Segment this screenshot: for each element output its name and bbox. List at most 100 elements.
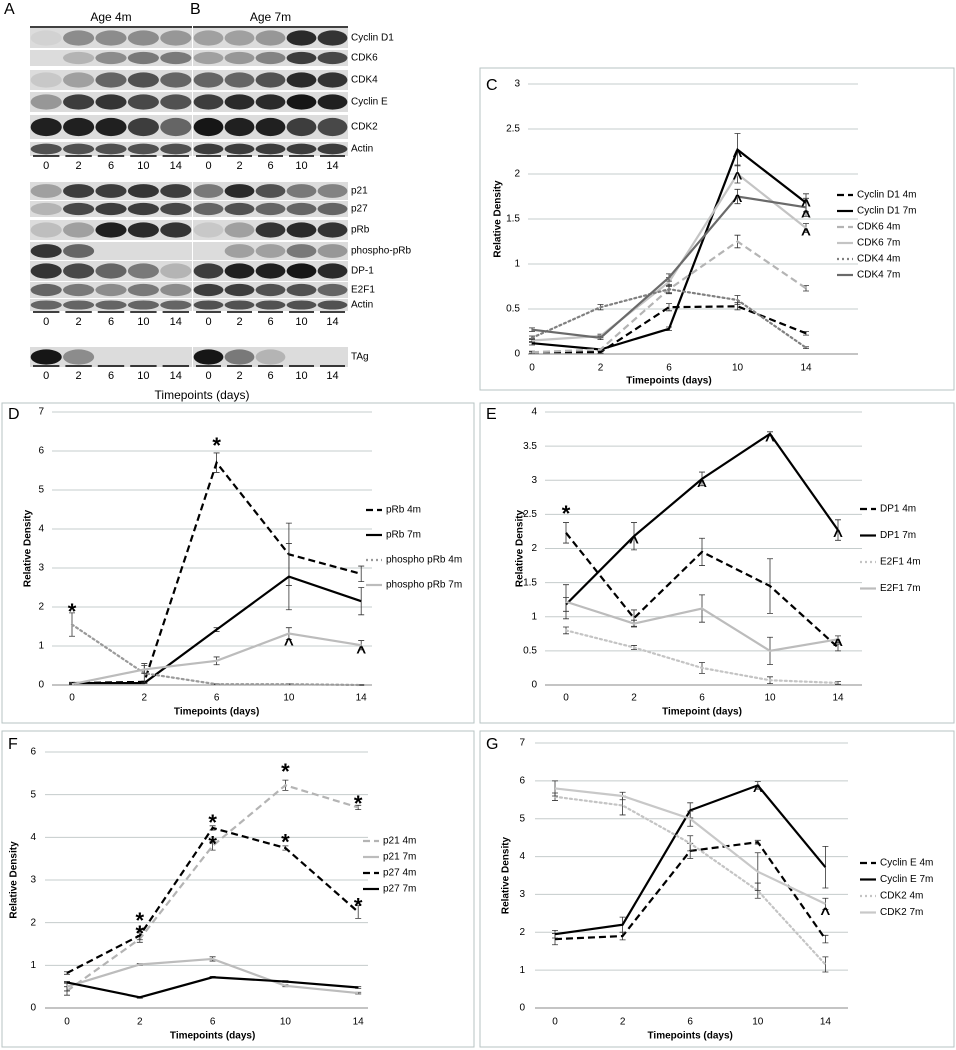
lane-label: 2 bbox=[76, 370, 82, 382]
blot-band bbox=[95, 300, 127, 310]
blot-band bbox=[317, 222, 348, 238]
blot-band bbox=[63, 143, 95, 155]
y-tick-label: 2.5 bbox=[523, 509, 537, 520]
x-tick-label: 0 bbox=[529, 363, 535, 374]
y-tick-label: 5 bbox=[30, 789, 36, 800]
annotation: ^ bbox=[697, 476, 707, 495]
x-tick-label: 6 bbox=[699, 693, 705, 704]
series-line bbox=[71, 460, 362, 685]
error-bar bbox=[803, 285, 809, 292]
blot-band bbox=[193, 222, 224, 238]
lane-label: 14 bbox=[170, 160, 182, 172]
blot-band bbox=[63, 51, 95, 65]
blot-band bbox=[193, 94, 224, 110]
error-bar bbox=[835, 643, 841, 652]
y-axis-title: Relative Density bbox=[515, 509, 526, 587]
blot-band bbox=[63, 222, 95, 238]
y-tick-label: 3 bbox=[531, 475, 537, 486]
annotation: ^ bbox=[356, 642, 366, 661]
blot-band bbox=[255, 222, 286, 238]
panel-letter: B bbox=[190, 1, 201, 18]
series-line bbox=[71, 632, 362, 686]
protein-label: TAg bbox=[351, 352, 369, 363]
y-tick-label: 7 bbox=[38, 407, 44, 418]
blot-band bbox=[160, 117, 192, 137]
annotation: ^ bbox=[801, 206, 811, 225]
blot-band bbox=[317, 72, 348, 88]
blot-band bbox=[95, 117, 127, 137]
series-line bbox=[554, 784, 827, 936]
lane-label: 0 bbox=[205, 316, 211, 328]
annotation: ^ bbox=[284, 635, 294, 654]
blot-band bbox=[224, 30, 255, 46]
annotation: * bbox=[208, 831, 217, 856]
legend-label: phospho pRb 4m bbox=[386, 555, 462, 566]
annotation: ^ bbox=[801, 224, 811, 243]
blot-band bbox=[193, 184, 224, 198]
blot-band bbox=[224, 51, 255, 65]
x-tick-label: 14 bbox=[353, 1017, 365, 1028]
lane-label: 6 bbox=[267, 370, 273, 382]
panel-letter: F bbox=[8, 736, 18, 753]
blot-band bbox=[160, 283, 192, 297]
blot-band bbox=[127, 72, 159, 88]
error-bar bbox=[358, 565, 365, 583]
blot-band bbox=[127, 117, 159, 137]
y-tick-label: 0.5 bbox=[506, 304, 520, 315]
blot-band bbox=[63, 72, 95, 88]
lane-label: 6 bbox=[267, 316, 273, 328]
legend-label: CDK6 7m bbox=[857, 238, 900, 249]
annotation: * bbox=[68, 599, 77, 624]
lane-label: 10 bbox=[295, 316, 307, 328]
series-line bbox=[531, 172, 807, 342]
x-tick-label: 14 bbox=[356, 693, 368, 704]
y-tick-label: 3.5 bbox=[523, 441, 537, 452]
blot-band bbox=[160, 184, 192, 198]
error-bar bbox=[835, 681, 841, 685]
blot-band bbox=[63, 94, 95, 110]
lane-label: 10 bbox=[137, 370, 149, 382]
blot-band bbox=[255, 349, 286, 365]
x-tick-label: 10 bbox=[752, 1017, 764, 1028]
blot-band bbox=[127, 202, 159, 216]
y-tick-label: 3 bbox=[30, 875, 36, 886]
blot-band bbox=[127, 184, 159, 198]
annotation: ^ bbox=[733, 168, 743, 187]
y-tick-label: 1 bbox=[531, 611, 537, 622]
error-bar bbox=[822, 845, 829, 889]
blot-band bbox=[224, 300, 255, 310]
error-bar bbox=[552, 780, 558, 797]
blot-strip bbox=[193, 347, 348, 367]
protein-label: phospho-pRb bbox=[351, 246, 411, 257]
blot-band bbox=[95, 263, 127, 279]
blot-band bbox=[255, 244, 286, 258]
blot-band bbox=[317, 202, 348, 216]
legend-label: CDK4 7m bbox=[857, 270, 900, 281]
x-tick-label: 0 bbox=[64, 1017, 70, 1028]
lane-label: 10 bbox=[295, 370, 307, 382]
blot-band bbox=[63, 30, 95, 46]
series-line bbox=[564, 629, 840, 685]
blot-band bbox=[30, 184, 62, 198]
x-tick-label: 6 bbox=[214, 693, 220, 704]
blot-band bbox=[286, 30, 317, 46]
panel-frame bbox=[479, 730, 955, 1048]
blot-band bbox=[193, 263, 224, 279]
x-axis-title: Timepoints (days) bbox=[170, 1031, 255, 1042]
blot-xlabel: Timepoints (days) bbox=[155, 388, 250, 402]
blot-band bbox=[160, 300, 192, 310]
lane-label: 14 bbox=[326, 316, 338, 328]
blot-band bbox=[193, 202, 224, 216]
blot-band bbox=[193, 300, 224, 310]
x-tick-label: 2 bbox=[598, 363, 604, 374]
x-tick-label: 6 bbox=[666, 363, 672, 374]
panel-frame bbox=[479, 402, 955, 724]
blot-band bbox=[317, 244, 348, 258]
x-tick-label: 14 bbox=[832, 693, 844, 704]
blot-band bbox=[224, 244, 255, 258]
y-tick-label: 2 bbox=[30, 917, 36, 928]
blot-band bbox=[255, 283, 286, 297]
legend-label: DP1 4m bbox=[880, 504, 916, 515]
blot-strip bbox=[193, 242, 348, 260]
blot-band bbox=[63, 349, 95, 365]
